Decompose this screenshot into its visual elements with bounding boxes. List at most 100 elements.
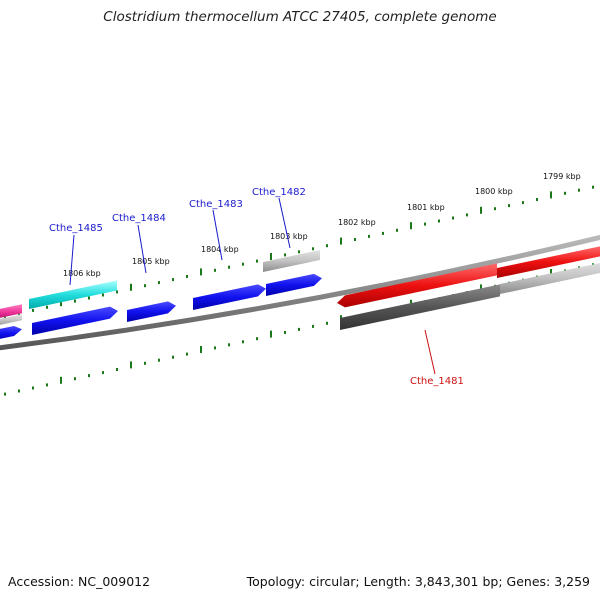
ruler-tick-outer bbox=[382, 231, 384, 235]
cds-gray-feature-left bbox=[0, 314, 22, 325]
ruler-tick-inner bbox=[102, 371, 104, 375]
ruler-tick-outer bbox=[298, 250, 300, 254]
ruler-tick-inner bbox=[550, 269, 552, 276]
ruler-tick-outer bbox=[130, 283, 132, 291]
ruler-tick-outer bbox=[340, 237, 342, 245]
ruler-tick-outer bbox=[536, 198, 538, 201]
ruler-tick-outer bbox=[438, 219, 440, 223]
ruler-tick-inner bbox=[284, 331, 286, 334]
ruler-tick-outer bbox=[214, 268, 216, 272]
ruler-tick-inner bbox=[74, 377, 76, 381]
gene-label-cthe-1484: Cthe_1484 bbox=[112, 213, 166, 224]
cds-blue-feature-1482 bbox=[266, 273, 322, 296]
ruler-label: 1803 kbp bbox=[270, 232, 308, 241]
ruler-tick-outer bbox=[592, 185, 594, 189]
ruler-tick-inner bbox=[326, 321, 328, 325]
ruler-tick-outer bbox=[46, 305, 48, 309]
cds-dark-gray-feature bbox=[340, 284, 500, 330]
ruler-tick-outer bbox=[578, 188, 580, 192]
ruler-tick-outer bbox=[256, 259, 258, 263]
ruler-tick-outer bbox=[116, 290, 118, 294]
ruler-tick-outer bbox=[564, 191, 566, 195]
ruler-tick-outer bbox=[284, 253, 286, 257]
gene-label-cthe-1482: Cthe_1482 bbox=[252, 187, 306, 198]
gene-label-cthe-1485: Cthe_1485 bbox=[49, 223, 103, 234]
cds-blue-feature-1485 bbox=[32, 306, 118, 335]
gene-leader-line bbox=[424, 329, 436, 375]
ruler-tick-outer bbox=[354, 238, 356, 241]
ruler-tick-inner bbox=[46, 383, 48, 387]
ruler-tick-outer bbox=[186, 275, 188, 278]
ruler-tick-outer bbox=[200, 268, 202, 276]
gene-label-cthe-1481: Cthe_1481 bbox=[410, 376, 464, 387]
cds-blue-feature-left bbox=[0, 325, 22, 339]
ruler-tick-inner bbox=[60, 376, 62, 384]
ruler-tick-outer bbox=[508, 204, 510, 208]
cds-red-feature-upper bbox=[497, 246, 600, 278]
ruler-tick-inner bbox=[270, 330, 272, 338]
ruler-tick-outer bbox=[270, 253, 272, 260]
backbone-layer bbox=[0, 234, 600, 351]
genome-summary-text: Topology: circular; Length: 3,843,301 bp… bbox=[246, 574, 590, 589]
ruler-tick-outer bbox=[32, 308, 34, 312]
ruler-tick-outer bbox=[466, 213, 468, 217]
ruler-tick-outer bbox=[452, 216, 454, 220]
gene-leader-line bbox=[137, 224, 147, 274]
ruler-tick-inner bbox=[186, 352, 188, 356]
ruler-label: 1802 kbp bbox=[338, 218, 376, 227]
genome-backbone bbox=[0, 234, 600, 351]
ruler-tick-outer bbox=[368, 234, 370, 238]
ruler-tick-outer bbox=[550, 191, 552, 199]
cds-cyan-feature bbox=[29, 280, 117, 309]
ruler-tick-outer bbox=[102, 293, 104, 297]
ruler-tick-inner bbox=[256, 337, 258, 341]
ruler-tick-inner bbox=[312, 324, 314, 328]
cds-pink-feature bbox=[0, 304, 22, 318]
ruler-tick-outer bbox=[144, 284, 146, 288]
ruler-label: 1799 kbp bbox=[543, 172, 581, 181]
ruler-tick-inner bbox=[32, 386, 34, 390]
gene-label-cthe-1483: Cthe_1483 bbox=[189, 199, 243, 210]
gene-leader-line bbox=[278, 197, 291, 249]
ruler-tick-outer bbox=[424, 222, 426, 226]
feature-layer bbox=[0, 246, 600, 339]
ruler-tick-outer bbox=[242, 262, 244, 266]
ruler-tick-inner bbox=[4, 392, 6, 396]
ruler-tick-outer bbox=[522, 201, 524, 205]
ruler-tick-inner bbox=[144, 361, 146, 365]
ruler-tick-inner bbox=[214, 346, 216, 350]
accession-text: Accession: NC_009012 bbox=[8, 574, 151, 589]
ruler-tick-inner bbox=[228, 343, 230, 347]
ruler-tick-outer bbox=[158, 281, 160, 285]
cds-red-feature-1481 bbox=[337, 263, 497, 308]
ruler-label: 1801 kbp bbox=[407, 203, 445, 212]
cds-light-gray-feature-right bbox=[500, 263, 600, 294]
ruler-tick-inner bbox=[18, 389, 20, 393]
cds-blue-feature-1484 bbox=[127, 301, 176, 322]
gene-leader-line bbox=[69, 234, 75, 286]
ruler-label: 1805 kbp bbox=[132, 257, 170, 266]
ruler-label: 1806 kbp bbox=[63, 269, 101, 278]
ruler-tick-inner bbox=[158, 358, 160, 362]
ruler-tick-inner bbox=[480, 284, 482, 292]
ruler-tick-inner bbox=[130, 361, 132, 369]
label-layer: 1799 kbp 1800 kbp 1801 kbp 1802 kbp 1803 kbp… bbox=[49, 172, 581, 387]
ruler-tick-outer bbox=[396, 228, 398, 232]
gene-leader-line bbox=[212, 209, 223, 261]
cds-gray-feature-cthe-1482 bbox=[263, 250, 320, 272]
ruler-tick-outer bbox=[74, 299, 76, 303]
cds-blue-feature-1483 bbox=[193, 284, 266, 310]
ruler-tick-inner bbox=[242, 340, 244, 344]
ruler-tick-outer bbox=[60, 299, 62, 307]
ruler-tick-inner bbox=[298, 327, 300, 331]
ruler-label: 1800 kbp bbox=[475, 187, 513, 196]
ruler-tick-inner bbox=[116, 368, 118, 371]
ruler-tick-outer bbox=[326, 244, 328, 248]
page-title: Clostridium thermocellum ATCC 27405, com… bbox=[103, 9, 497, 25]
ruler-tick-inner bbox=[200, 346, 202, 353]
ruler-tick-outer bbox=[410, 222, 412, 230]
ruler-tick-outer bbox=[228, 265, 230, 269]
ruler-tick-outer bbox=[88, 296, 90, 300]
